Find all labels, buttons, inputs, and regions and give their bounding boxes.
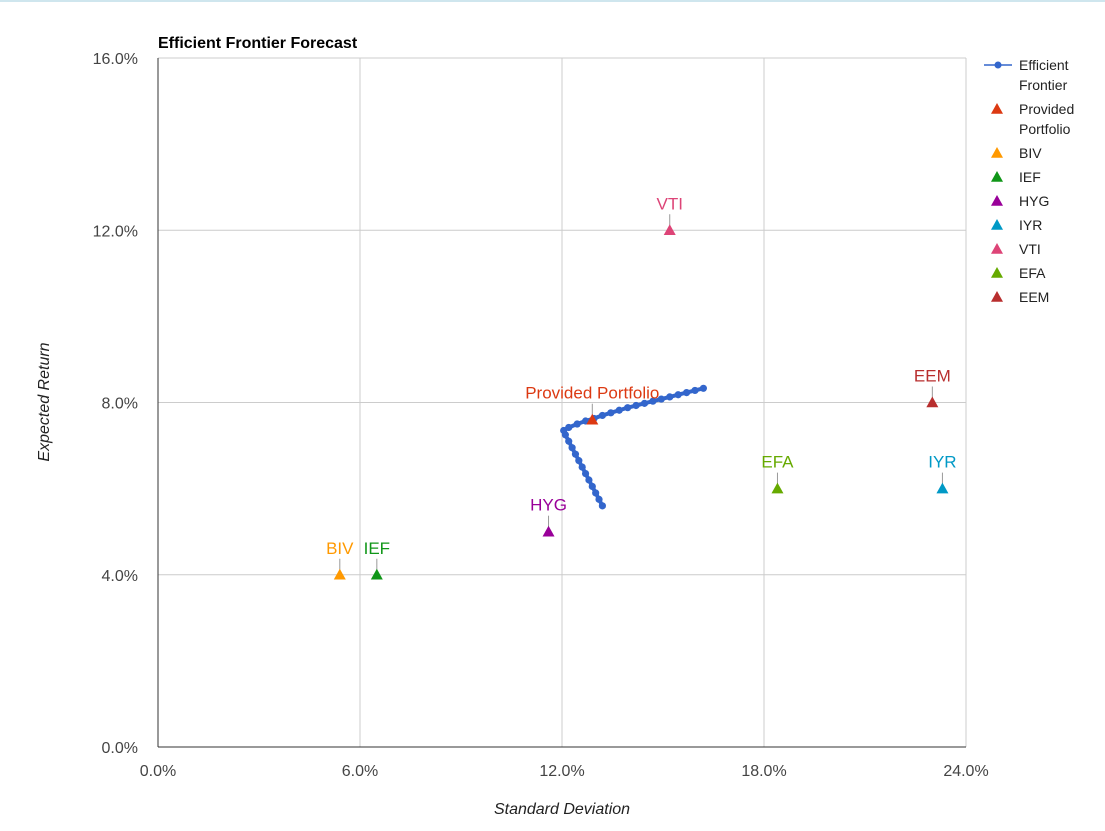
x-tick-label: 24.0%	[943, 763, 988, 780]
frontier-point	[615, 406, 623, 414]
frontier-point	[624, 404, 632, 412]
legend-eem-swatch	[991, 291, 1003, 302]
x-tick-label: 18.0%	[741, 763, 786, 780]
frontier-point	[592, 489, 600, 497]
legend-biv-swatch	[991, 147, 1003, 158]
eem-marker	[926, 396, 939, 408]
frontier-point	[565, 437, 573, 445]
vti-label: VTI	[657, 194, 683, 213]
legend-ief-swatch	[991, 171, 1003, 182]
y-tick-label: 12.0%	[93, 223, 138, 240]
x-tick-label: 12.0%	[539, 763, 584, 780]
frontier-point	[649, 397, 657, 405]
frontier-point	[565, 423, 573, 432]
ief-label: IEF	[364, 539, 390, 558]
legend-efficient-frontier-dot-swatch	[994, 61, 1002, 69]
biv-marker	[333, 568, 346, 580]
legend-ief-label: IEF	[1019, 169, 1041, 185]
y-tick-label: 0.0%	[102, 740, 138, 757]
frontier-point	[657, 395, 665, 403]
eem-label: EEM	[914, 367, 951, 386]
legend-provided-portfolio-swatch	[991, 103, 1003, 114]
chart-title: Efficient Frontier Forecast	[158, 35, 358, 52]
legend-hyg-label: HYG	[1019, 193, 1049, 209]
efficient-frontier-series	[560, 384, 708, 510]
legend-iyr-swatch	[991, 219, 1003, 230]
x-tick-label: 6.0%	[342, 763, 378, 780]
legend-efa-swatch	[991, 267, 1003, 278]
frontier-point	[607, 409, 615, 417]
frontier-point	[632, 401, 640, 410]
provided-portfolio-label: Provided Portfolio	[525, 384, 659, 403]
axes: 0.0% 6.0% 12.0% 18.0% 24.0% 0.0% 4.0% 8.0% 12.0%…	[93, 51, 989, 780]
asset-points: Provided Portfolio BIV IEF HYG IYR VTI EFA EEM	[326, 194, 957, 580]
frontier-point	[691, 386, 699, 395]
legend-iyr-label: IYR	[1019, 217, 1042, 233]
frontier-point	[585, 476, 593, 484]
grid-lines	[158, 57, 967, 747]
y-axis-title: Expected Return	[36, 342, 53, 461]
frontier-point	[640, 399, 649, 407]
legend: Efficient Frontier Provided Portfolio BIV IEF…	[984, 57, 1074, 305]
frontier-point	[674, 391, 682, 399]
ief-marker	[370, 568, 383, 580]
frontier-point	[578, 463, 586, 471]
top-border	[0, 0, 1105, 2]
x-axis-title: Standard Deviation	[494, 801, 630, 818]
biv-label: BIV	[326, 539, 354, 558]
legend-efa-label: EFA	[1019, 265, 1046, 281]
iyr-marker	[936, 482, 949, 494]
frontier-point	[588, 482, 596, 491]
y-tick-label: 8.0%	[102, 396, 138, 413]
hyg-label: HYG	[530, 496, 567, 515]
frontier-point	[568, 444, 576, 452]
legend-eem-label: EEM	[1019, 289, 1049, 305]
iyr-label: IYR	[928, 453, 956, 472]
legend-biv-label: BIV	[1019, 145, 1042, 161]
legend-provided-portfolio-label: Provided Portfolio	[1019, 101, 1074, 137]
frontier-point	[598, 411, 607, 420]
y-tick-label: 4.0%	[102, 568, 138, 585]
efa-label: EFA	[761, 453, 794, 472]
legend-efficient-frontier-label: Efficient Frontier	[1019, 57, 1069, 93]
frontier-point	[575, 457, 583, 465]
vti-marker	[663, 224, 676, 236]
frontier-point	[581, 469, 590, 478]
frontier-point	[573, 420, 581, 428]
frontier-point	[699, 384, 708, 392]
legend-hyg-swatch	[991, 195, 1003, 206]
legend-vti-label: VTI	[1019, 241, 1041, 257]
hyg-marker	[542, 525, 555, 537]
efa-marker	[771, 482, 784, 494]
legend-vti-swatch	[991, 243, 1003, 254]
frontier-point	[682, 388, 691, 397]
frontier-point	[666, 393, 674, 401]
frontier-point	[571, 450, 580, 458]
provided-portfolio-marker	[586, 413, 599, 425]
y-tick-label: 16.0%	[93, 51, 138, 68]
frontier-point	[595, 495, 603, 503]
frontier-point	[598, 502, 607, 510]
x-tick-label: 0.0%	[140, 763, 176, 780]
